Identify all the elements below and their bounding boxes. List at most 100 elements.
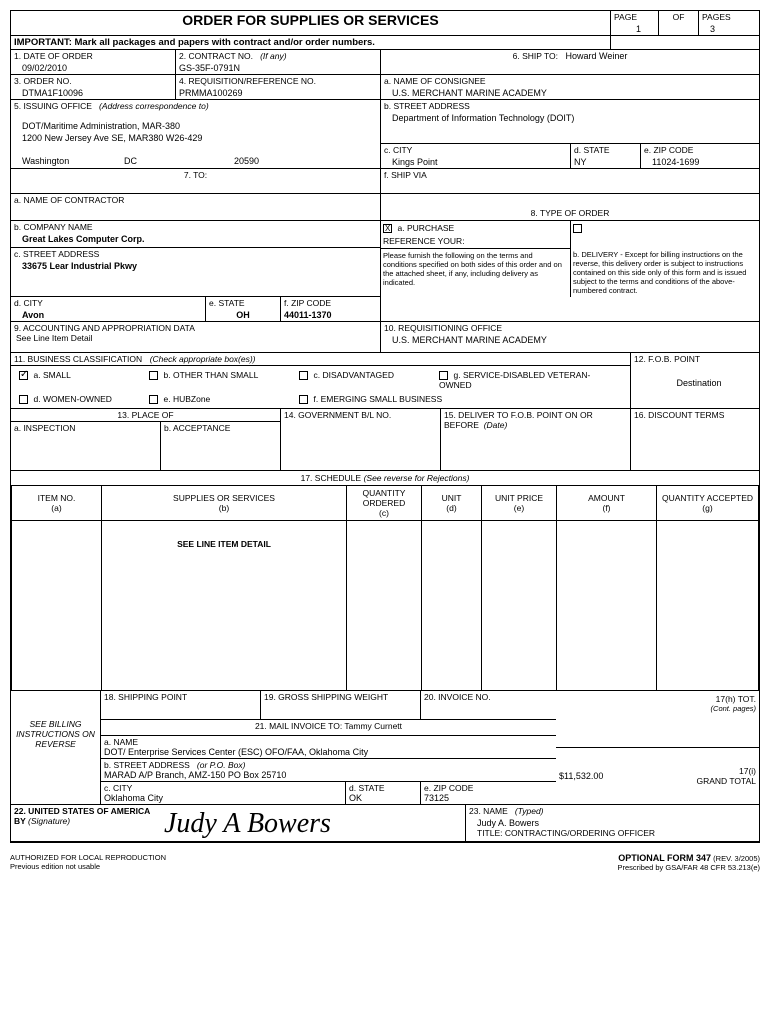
f8-label: 8. TYPE OF ORDER bbox=[384, 208, 756, 218]
row-11-12: 11. BUSINESS CLASSIFICATION (Check appro… bbox=[11, 353, 759, 409]
f6b-value: Department of Information Technology (DO… bbox=[384, 111, 756, 123]
f6f-label: f. SHIP VIA bbox=[384, 170, 756, 180]
f5-label: 5. ISSUING OFFICE bbox=[14, 101, 92, 111]
f18: 18. SHIPPING POINT bbox=[101, 691, 261, 719]
f14-label: 14. GOVERNMENT B/L NO. bbox=[284, 410, 437, 420]
row-5-6b: 5. ISSUING OFFICE (Address correspondenc… bbox=[11, 100, 759, 144]
f20: 20. INVOICE NO. bbox=[421, 691, 556, 719]
f6e-value: 11024-1699 bbox=[644, 155, 756, 167]
f11g-checkbox[interactable] bbox=[439, 371, 448, 380]
row-7def: d. CITY Avon e. STATE OH f. ZIP CODE 440… bbox=[11, 297, 759, 322]
f21a-value: DOT/ Enterprise Services Center (ESC) OF… bbox=[104, 747, 553, 757]
footer-prev: Previous edition not usable bbox=[10, 862, 166, 871]
schedule-table: ITEM NO.(a) SUPPLIES OR SERVICES(b) QUAN… bbox=[11, 485, 759, 691]
f7f-value: 44011-1370 bbox=[284, 308, 377, 320]
f23-name: Judy A. Bowers bbox=[469, 816, 756, 828]
f7c-value: 33675 Lear Industrial Pkwy bbox=[14, 259, 377, 271]
form-container: ORDER FOR SUPPLIES OR SERVICES PAGE 1 OF… bbox=[10, 10, 760, 843]
f17i-value: $11,532.00 bbox=[559, 771, 696, 781]
f11a-checkbox[interactable] bbox=[19, 371, 28, 380]
f23-hint: (Typed) bbox=[515, 806, 544, 816]
f7-label: 7. TO: bbox=[14, 170, 377, 180]
footer-form: OPTIONAL FORM 347 bbox=[618, 853, 711, 863]
f21e-value: 73125 bbox=[424, 793, 553, 803]
f5-line1: DOT/Maritime Administration, MAR-380 bbox=[14, 119, 377, 131]
f7f-label: f. ZIP CODE bbox=[284, 298, 377, 308]
f21d-value: OK bbox=[349, 793, 417, 803]
f12-label: 12. F.O.B. POINT bbox=[634, 354, 756, 364]
f15-hint: (Date) bbox=[484, 420, 508, 430]
f11c-checkbox[interactable] bbox=[299, 371, 308, 380]
f8a-label: a. PURCHASE bbox=[398, 223, 455, 233]
f8b-checkbox[interactable] bbox=[573, 224, 582, 233]
f6e-label: e. ZIP CODE bbox=[644, 145, 756, 155]
f6d-label: d. STATE bbox=[574, 145, 637, 155]
row-7b-8ab: b. COMPANY NAME Great Lakes Computer Cor… bbox=[11, 221, 759, 248]
f21d-label: d. STATE bbox=[349, 783, 417, 793]
f11f: f. EMERGING SMALL BUSINESS bbox=[314, 394, 443, 404]
title-row: ORDER FOR SUPPLIES OR SERVICES PAGE 1 OF… bbox=[11, 11, 759, 36]
f23-label: 23. NAME bbox=[469, 806, 508, 816]
f19: 19. GROSS SHIPPING WEIGHT bbox=[261, 691, 421, 719]
row-1-2-6: 1. DATE OF ORDER 09/02/2010 2. CONTRACT … bbox=[11, 50, 759, 75]
f21-name: Tammy Curnett bbox=[344, 721, 402, 731]
row-9-10: 9. ACCOUNTING AND APPROPRIATION DATA See… bbox=[11, 322, 759, 353]
f6-label: 6. SHIP TO: bbox=[513, 51, 558, 61]
row-18-21: SEE BILLING INSTRUCTIONS ON REVERSE 18. … bbox=[11, 691, 759, 804]
f11-label: 11. BUSINESS CLASSIFICATION bbox=[14, 354, 142, 364]
f21b-hint: (or P.O. Box) bbox=[197, 760, 246, 770]
f10-label: 10. REQUISITIONING OFFICE bbox=[384, 323, 756, 333]
f3-value: DTMA1F10096 bbox=[14, 86, 172, 98]
f11f-checkbox[interactable] bbox=[299, 395, 308, 404]
f17h-hint: (Cont. pages) bbox=[559, 704, 756, 713]
f8-furnish: Please furnish the following on the term… bbox=[383, 251, 562, 287]
f5-zip: 20590 bbox=[234, 156, 259, 166]
f7e-value: OH bbox=[209, 308, 277, 320]
f11e: e. HUBZone bbox=[164, 394, 211, 404]
f1-value: 09/02/2010 bbox=[14, 61, 172, 73]
f17h-label: 17(h) TOT. bbox=[559, 694, 756, 704]
f3-label: 3. ORDER NO. bbox=[14, 76, 172, 86]
f16-label: 16. DISCOUNT TERMS bbox=[634, 410, 756, 420]
of-lbl: OF bbox=[659, 11, 699, 35]
f21a-label: a. NAME bbox=[104, 737, 553, 747]
f17-detail: SEE LINE ITEM DETAIL bbox=[102, 521, 347, 691]
row-7a-8: a. NAME OF CONTRACTOR 8. TYPE OF ORDER bbox=[11, 194, 759, 221]
f2-label: 2. CONTRACT NO. bbox=[179, 51, 253, 61]
row-3-4-6a: 3. ORDER NO. DTMA1F10096 4. REQUISITION/… bbox=[11, 75, 759, 100]
f5-state: DC bbox=[124, 156, 234, 166]
f7d-label: d. CITY bbox=[14, 298, 202, 308]
f23-title-lbl: TITLE: bbox=[477, 828, 503, 838]
f8b-text: b. DELIVERY - Except for billing instruc… bbox=[573, 250, 746, 295]
f7c-label: c. STREET ADDRESS bbox=[14, 249, 377, 259]
row-22-23: 22. UNITED STATES OF AMERICA BY (Signatu… bbox=[11, 804, 759, 842]
f10-value: U.S. MERCHANT MARINE ACADEMY bbox=[384, 333, 756, 345]
f21c-value: Oklahoma City bbox=[104, 793, 342, 803]
f1-label: 1. DATE OF ORDER bbox=[14, 51, 172, 61]
f6c-value: Kings Point bbox=[384, 155, 567, 167]
f6b-label: b. STREET ADDRESS bbox=[384, 101, 756, 111]
f7b-label: b. COMPANY NAME bbox=[14, 222, 377, 232]
row-5csz-6cde: Washington DC 20590 c. CITY Kings Point … bbox=[11, 144, 759, 169]
f4-value: PRMMA100269 bbox=[179, 86, 377, 98]
f21b-label: b. STREET ADDRESS bbox=[104, 760, 190, 770]
f21b-value: MARAD A/P Branch, AMZ-150 PO Box 25710 bbox=[104, 770, 553, 780]
f11b-checkbox[interactable] bbox=[149, 371, 158, 380]
row-13-16: 13. PLACE OF a. INSPECTION b. ACCEPTANCE… bbox=[11, 409, 759, 471]
page-lbl: PAGE 1 bbox=[611, 11, 659, 35]
f17i-grand: GRAND TOTAL bbox=[696, 776, 756, 786]
row-7-6f: 7. TO: f. SHIP VIA bbox=[11, 169, 759, 194]
f23-title: CONTRACTING/ORDERING OFFICER bbox=[505, 828, 655, 838]
f22-hint: (Signature) bbox=[28, 816, 70, 826]
f11d-checkbox[interactable] bbox=[19, 395, 28, 404]
f21c-label: c. CITY bbox=[104, 783, 342, 793]
f12-value: Destination bbox=[634, 376, 756, 388]
f5-line2: 1200 New Jersey Ave SE, MAR380 W26-429 bbox=[14, 131, 377, 143]
f17-header: 17. SCHEDULE (See reverse for Rejections… bbox=[11, 471, 759, 485]
footer-prescribed: Prescribed by GSA/FAR 48 CFR 53.213(e) bbox=[617, 863, 760, 872]
f2-hint: (If any) bbox=[260, 51, 286, 61]
f6-name: Howard Weiner bbox=[566, 51, 628, 61]
f11e-checkbox[interactable] bbox=[149, 395, 158, 404]
f8a-checkbox[interactable] bbox=[383, 224, 392, 233]
f8-ref: REFERENCE YOUR: bbox=[383, 236, 568, 246]
